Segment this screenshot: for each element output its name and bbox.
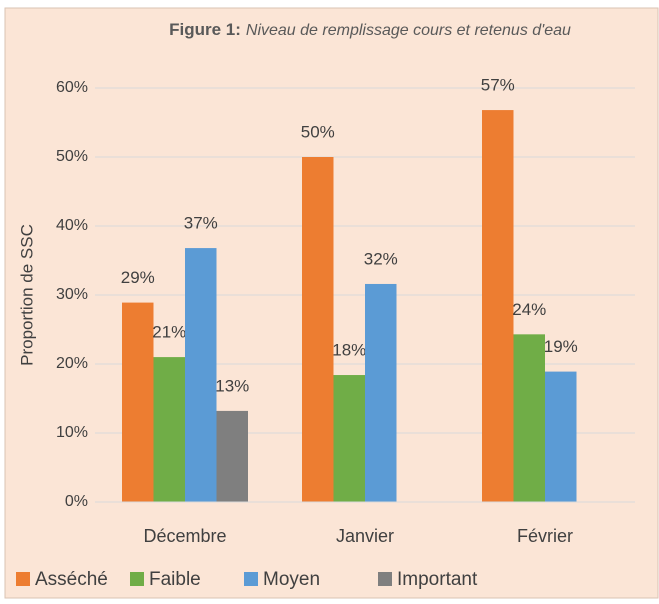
value-label: 21% xyxy=(152,323,186,342)
y-tick-label: 60% xyxy=(56,79,88,96)
bar xyxy=(482,110,514,502)
bar xyxy=(185,248,217,502)
y-axis-label: Proportion de SSC xyxy=(17,224,36,366)
value-label: 13% xyxy=(215,376,249,395)
value-label: 37% xyxy=(184,214,218,233)
bar xyxy=(545,371,577,502)
x-tick-label: Février xyxy=(517,526,573,546)
x-tick-label: Janvier xyxy=(336,526,394,546)
value-label: 24% xyxy=(512,300,546,319)
legend-label: Moyen xyxy=(263,569,320,590)
legend-swatch xyxy=(378,572,392,586)
y-tick-label: 20% xyxy=(56,355,88,372)
bar xyxy=(365,283,397,502)
bar xyxy=(333,375,365,502)
legend-label: Important xyxy=(397,569,478,590)
legend-swatch xyxy=(16,572,30,586)
value-label: 57% xyxy=(481,76,515,95)
bar xyxy=(153,357,185,502)
bar xyxy=(302,157,334,502)
value-label: 32% xyxy=(364,249,398,268)
legend-label: Faible xyxy=(149,569,201,590)
value-label: 50% xyxy=(301,122,335,141)
legend-swatch xyxy=(130,572,144,586)
value-label: 19% xyxy=(544,337,578,356)
bar xyxy=(216,410,248,502)
bar xyxy=(122,302,154,502)
legend-swatch xyxy=(244,572,258,586)
y-tick-label: 30% xyxy=(56,286,88,303)
x-tick-label: Décembre xyxy=(143,526,226,546)
y-tick-label: 0% xyxy=(65,493,88,510)
y-tick-label: 50% xyxy=(56,148,88,165)
bar xyxy=(513,334,545,502)
title-label: Figure 1: xyxy=(169,20,241,39)
title-text: Niveau de remplissage cours et retenus d… xyxy=(246,22,571,39)
value-label: 29% xyxy=(121,268,155,287)
value-label: 18% xyxy=(332,341,366,360)
legend-label: Asséché xyxy=(35,569,108,590)
y-tick-label: 40% xyxy=(56,217,88,234)
y-tick-label: 10% xyxy=(56,424,88,441)
chart-title: Figure 1: Niveau de remplissage cours et … xyxy=(169,20,571,39)
